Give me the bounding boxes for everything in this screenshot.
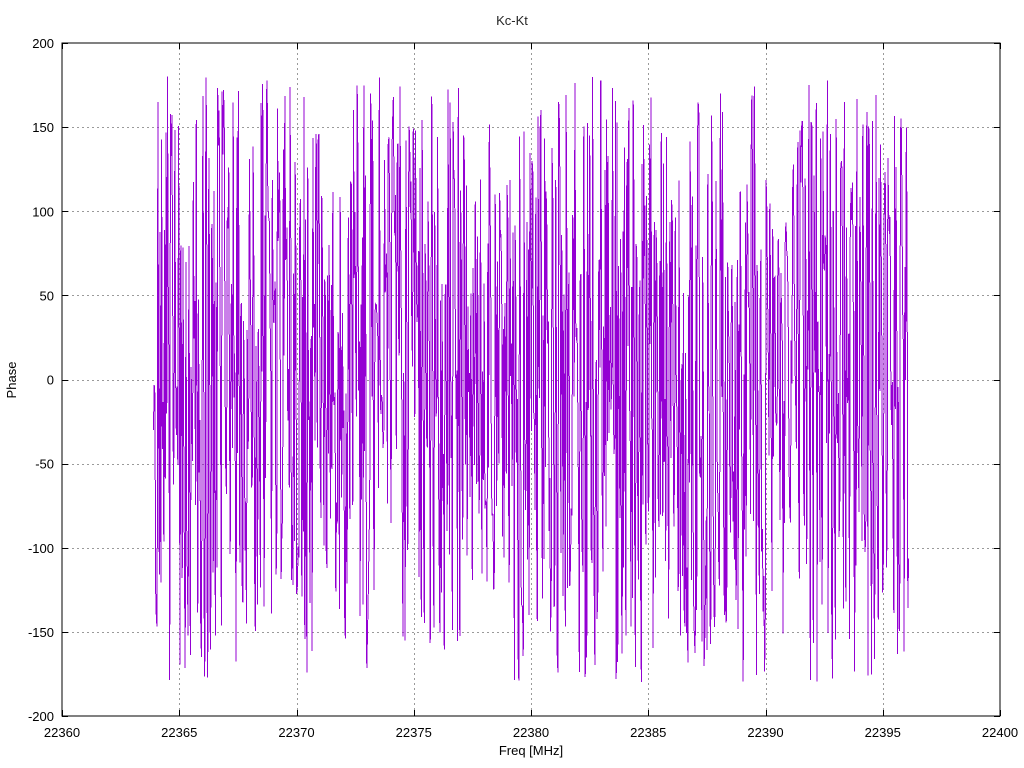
chart-title: Kc-Kt <box>496 13 528 28</box>
x-tick-label: 22365 <box>161 725 197 740</box>
y-tick-label: 200 <box>32 36 54 51</box>
y-tick-label: -200 <box>28 709 54 724</box>
x-tick-label: 22385 <box>630 725 666 740</box>
x-tick-label: 22370 <box>278 725 314 740</box>
data-trace-kc-kt <box>152 76 910 683</box>
y-tick-label: 150 <box>32 120 54 135</box>
data-series-layer <box>152 76 910 683</box>
y-tick-label: 100 <box>32 204 54 219</box>
y-tick-label: 0 <box>47 373 54 388</box>
y-tick-label: -100 <box>28 541 54 556</box>
plot-frame <box>61 42 1001 717</box>
x-tick-label: 22380 <box>513 725 549 740</box>
y-tick-label: -150 <box>28 625 54 640</box>
x-axis-label: Freq [MHz] <box>499 743 563 758</box>
x-tick-label: 22390 <box>747 725 783 740</box>
y-axis-tick-labels: -200 -150 -100 -50 0 50 100 150 200 <box>28 36 54 724</box>
y-tick-label: 50 <box>40 288 54 303</box>
x-tick-label: 22375 <box>396 725 432 740</box>
x-tick-label: 22395 <box>865 725 901 740</box>
y-axis-label: Phase <box>4 362 19 399</box>
x-axis-tick-labels: 22360 22365 22370 22375 22380 22385 22390 22395… <box>44 725 1018 740</box>
x-tick-label: 22400 <box>982 725 1018 740</box>
x-tick-label: 22360 <box>44 725 80 740</box>
y-tick-label: -50 <box>35 457 54 472</box>
